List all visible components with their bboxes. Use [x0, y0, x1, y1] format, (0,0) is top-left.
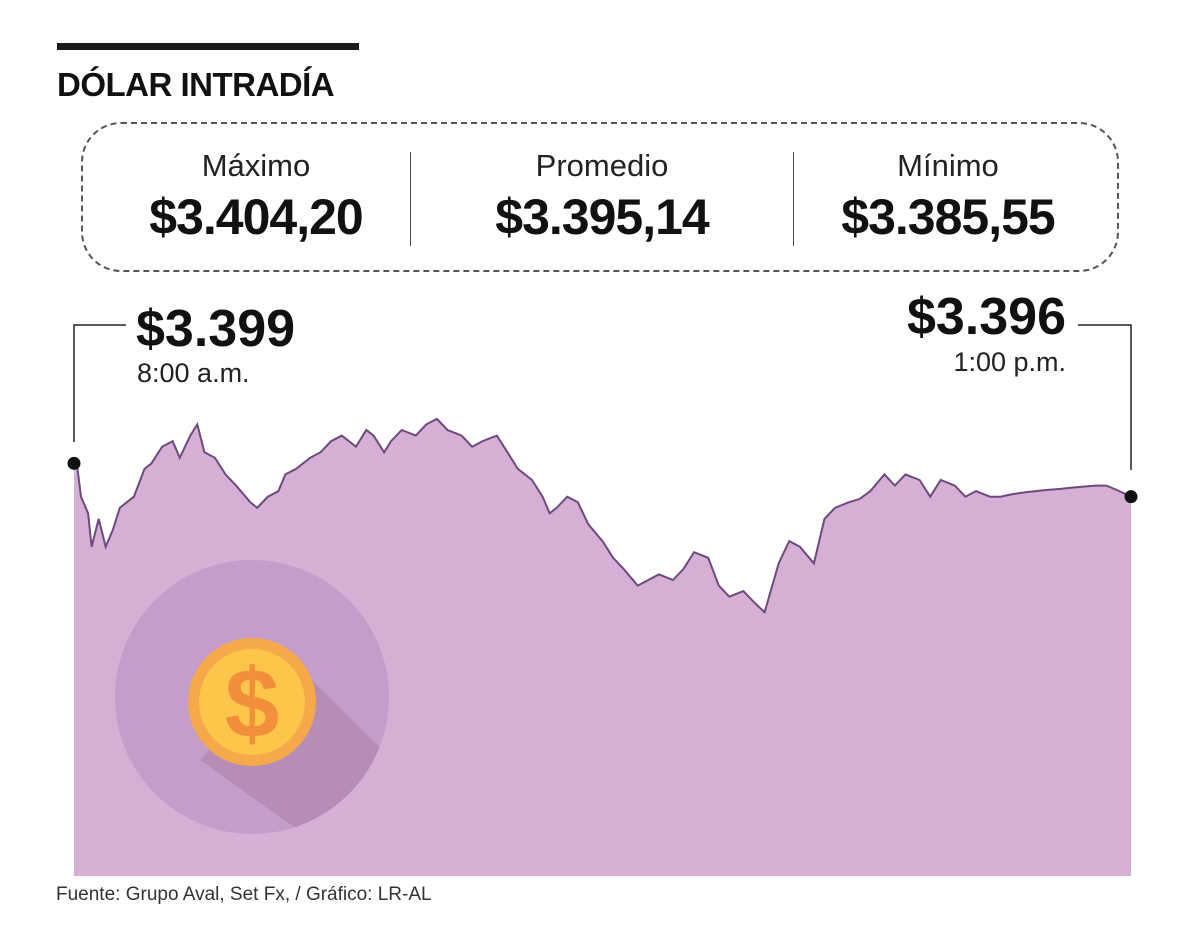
stat-max-value: $3.404,20 — [149, 189, 363, 245]
stats-panel: Máximo $3.404,20 Promedio $3.395,14 Míni… — [81, 122, 1119, 272]
close-value: $3.396 — [907, 288, 1066, 346]
open-time: 8:00 a.m. — [137, 358, 250, 388]
coin-face — [199, 649, 305, 755]
dollar-sign-icon: $ — [225, 648, 280, 758]
stat-min: Mínimo $3.385,55 — [775, 124, 1121, 270]
open-point — [67, 456, 81, 470]
stat-max-label: Máximo — [201, 148, 311, 183]
stat-min-label: Mínimo — [897, 148, 999, 183]
source-footer: Fuente: Grupo Aval, Set Fx, / Gráfico: L… — [56, 884, 432, 905]
close-leader-line — [1078, 324, 1132, 470]
stat-divider — [793, 152, 794, 246]
page-title: DÓLAR INTRADÍA — [57, 66, 335, 103]
stat-avg-label: Promedio — [535, 148, 669, 183]
stat-max: Máximo $3.404,20 — [83, 124, 429, 270]
stat-divider — [410, 152, 411, 246]
stat-min-value: $3.385,55 — [841, 189, 1055, 245]
stat-avg: Promedio $3.395,14 — [429, 124, 775, 270]
open-leader-line — [73, 324, 126, 442]
price-line — [73, 417, 1132, 615]
title-rule — [57, 43, 359, 50]
close-time: 1:00 p.m. — [953, 347, 1066, 377]
stat-avg-value: $3.395,14 — [495, 189, 709, 245]
close-point — [1124, 490, 1138, 504]
open-value: $3.399 — [136, 300, 295, 358]
